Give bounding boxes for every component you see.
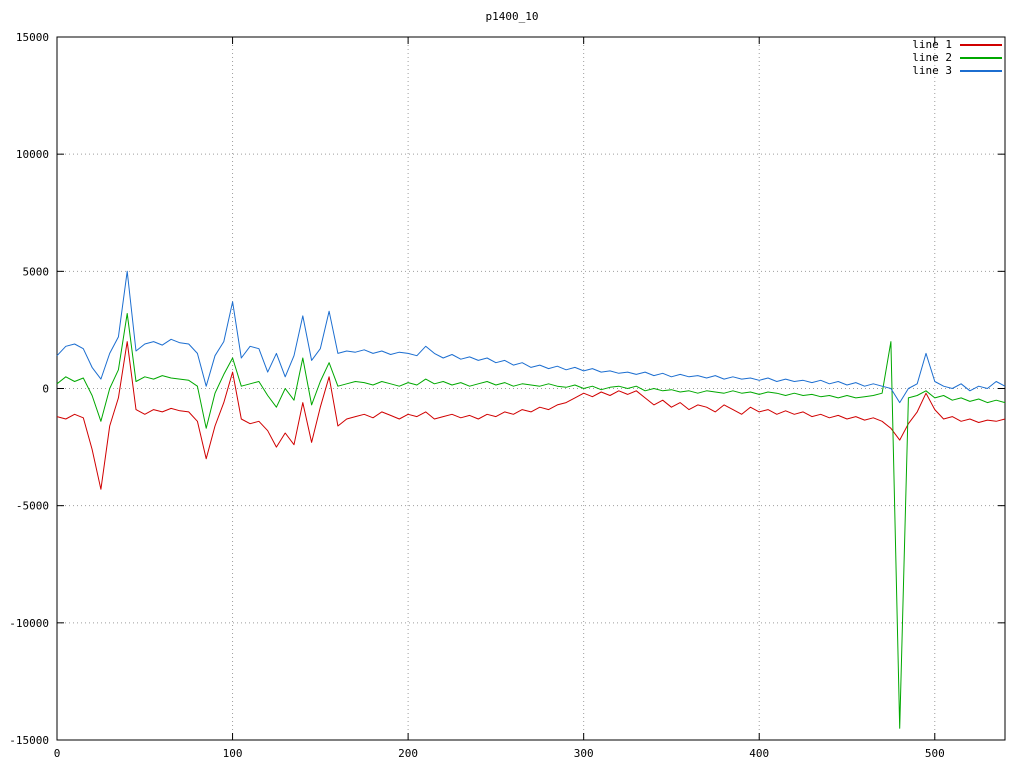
legend-line-sample [960, 69, 1002, 72]
y-tick-label: 5000 [23, 265, 50, 278]
y-tick-label: 0 [42, 383, 49, 396]
legend-entry: line 1 [912, 38, 1002, 51]
y-tick-label: 10000 [16, 148, 49, 161]
y-tick-label: -10000 [9, 617, 49, 630]
x-tick-label: 300 [574, 747, 594, 760]
legend-label: line 1 [912, 38, 952, 51]
y-tick-label: -5000 [16, 500, 49, 513]
legend-entry: line 3 [912, 64, 1002, 77]
legend-line-sample [960, 56, 1002, 59]
series-line-1 [56, 341, 1006, 490]
series-line-2 [56, 313, 1006, 729]
legend-line-sample [960, 43, 1002, 46]
x-tick-label: 100 [223, 747, 243, 760]
x-tick-label: 0 [54, 747, 61, 760]
x-tick-label: 400 [749, 747, 769, 760]
y-tick-label: -15000 [9, 734, 49, 747]
x-tick-label: 200 [398, 747, 418, 760]
legend-entry: line 2 [912, 51, 1002, 64]
legend-label: line 3 [912, 64, 952, 77]
legend: line 1 line 2 line 3 [912, 38, 1002, 77]
series-line-3 [56, 270, 1006, 404]
y-tick-label: 15000 [16, 31, 49, 44]
x-tick-label: 500 [925, 747, 945, 760]
chart-title: p1400_10 [485, 10, 539, 23]
plot-border [56, 36, 1006, 741]
legend-label: line 2 [912, 51, 952, 64]
